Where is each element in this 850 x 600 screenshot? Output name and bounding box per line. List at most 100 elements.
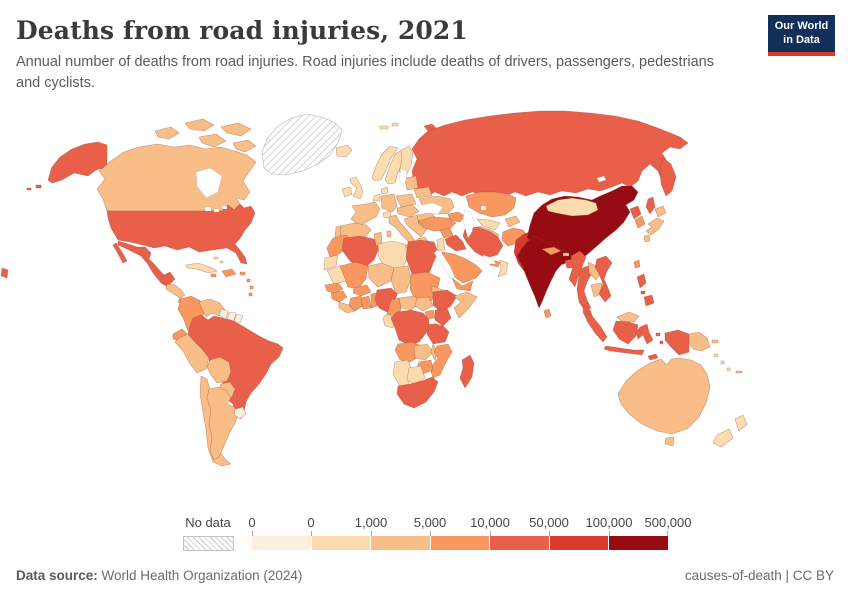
license-text[interactable]: causes-of-death | CC BY <box>684 568 834 583</box>
country-malaysia-borneo[interactable] <box>616 311 640 323</box>
country-russia[interactable] <box>645 196 656 215</box>
country-ethiopia[interactable] <box>432 289 458 313</box>
legend-swatch-bin2[interactable] <box>311 536 371 550</box>
country-central-europe[interactable] <box>396 204 420 218</box>
country-usa-aleutians[interactable] <box>26 184 42 191</box>
country-somalia[interactable] <box>453 291 478 319</box>
country-jamaica[interactable] <box>210 273 217 278</box>
country-puerto-rico[interactable] <box>239 271 246 276</box>
country-canada[interactable] <box>184 118 215 132</box>
country-russia[interactable] <box>411 110 689 197</box>
country-myanmar[interactable] <box>568 250 587 288</box>
country-bahamas[interactable] <box>213 256 224 264</box>
legend-swatch-bin1[interactable] <box>252 536 311 550</box>
country-kyrgyzstan-tajikistan[interactable] <box>504 215 521 228</box>
country-new-britain[interactable] <box>711 339 719 344</box>
country-uk[interactable] <box>349 176 364 200</box>
country-norway[interactable] <box>371 145 399 182</box>
country-mexico[interactable] <box>112 242 128 264</box>
country-new-zealand[interactable] <box>712 428 734 448</box>
country-oman[interactable] <box>497 259 509 278</box>
country-kazakhstan[interactable] <box>465 191 517 218</box>
country-hispaniola[interactable] <box>221 268 237 278</box>
country-philippines[interactable] <box>643 294 655 307</box>
country-iraq[interactable] <box>444 234 467 252</box>
country-usa[interactable] <box>106 203 256 265</box>
country-peru[interactable] <box>174 333 210 374</box>
country-new-caledonia[interactable] <box>735 370 743 374</box>
country-kenya[interactable] <box>434 307 452 327</box>
country-north-korea[interactable] <box>629 205 642 220</box>
country-pacific-speck[interactable] <box>0 267 9 279</box>
country-israel-jordan[interactable] <box>436 237 446 252</box>
country-argentina[interactable] <box>206 386 240 461</box>
country-indonesia-moluccas[interactable] <box>655 332 664 345</box>
country-japan[interactable] <box>645 217 665 236</box>
country-mozambique[interactable] <box>429 343 453 379</box>
country-taiwan[interactable] <box>633 259 641 269</box>
country-baltics[interactable] <box>404 175 419 191</box>
country-japan[interactable] <box>654 205 667 218</box>
country-western-sahara[interactable] <box>323 254 339 271</box>
country-uruguay[interactable] <box>233 406 247 420</box>
country-iceland[interactable] <box>335 144 353 158</box>
country-senegal[interactable] <box>324 282 344 294</box>
country-australia[interactable] <box>617 357 711 435</box>
country-philippines[interactable] <box>640 290 646 295</box>
country-indonesia-sulawesi[interactable] <box>635 323 654 345</box>
legend-swatch-bin5[interactable] <box>490 536 549 550</box>
country-sierra-leone-liberia[interactable] <box>338 301 356 314</box>
country-svalbard[interactable] <box>379 122 399 130</box>
country-drc[interactable] <box>390 309 430 346</box>
country-germany[interactable] <box>380 193 398 213</box>
legend-swatch-bin6[interactable] <box>549 536 609 550</box>
country-vietnam[interactable] <box>594 255 613 303</box>
country-ireland[interactable] <box>341 186 353 198</box>
country-mongolia[interactable] <box>545 197 599 217</box>
country-denmark[interactable] <box>380 186 389 195</box>
country-yemen[interactable] <box>451 277 474 292</box>
country-south-korea[interactable] <box>634 215 646 229</box>
country-uzbekistan[interactable] <box>476 218 501 231</box>
country-burkina-faso[interactable] <box>352 284 372 297</box>
country-indonesia-papua[interactable] <box>664 329 690 356</box>
country-russia[interactable] <box>659 157 677 197</box>
country-finland[interactable] <box>398 145 414 177</box>
country-tanzania[interactable] <box>426 321 450 345</box>
country-poland[interactable] <box>395 193 417 208</box>
country-canada[interactable] <box>96 143 257 212</box>
country-central-america[interactable] <box>165 283 186 299</box>
country-mexico[interactable] <box>161 271 176 286</box>
country-pacific-islands[interactable] <box>713 353 731 372</box>
legend-swatch-bin4[interactable] <box>430 536 490 550</box>
country-botswana[interactable] <box>406 365 426 385</box>
country-lesser-antilles[interactable] <box>246 278 254 297</box>
country-zambia[interactable] <box>413 343 434 361</box>
country-iran[interactable] <box>462 226 504 259</box>
country-egypt[interactable] <box>405 239 439 277</box>
country-canada[interactable] <box>220 122 252 137</box>
country-guinea[interactable] <box>330 290 348 303</box>
country-russia[interactable] <box>423 123 437 132</box>
country-france[interactable] <box>350 201 381 227</box>
country-indonesia-java[interactable] <box>603 345 645 356</box>
legend-swatch-bin3[interactable] <box>371 536 430 550</box>
country-tasmania[interactable] <box>664 436 675 447</box>
country-turkey[interactable] <box>417 216 457 232</box>
country-usa-alaska[interactable] <box>47 141 108 184</box>
country-mali[interactable] <box>339 261 369 290</box>
country-bolivia[interactable] <box>206 356 232 384</box>
country-french-guiana[interactable] <box>233 313 244 324</box>
legend-no-data-swatch[interactable] <box>183 536 234 551</box>
country-madagascar[interactable] <box>459 354 475 389</box>
country-japan[interactable] <box>643 234 651 243</box>
country-venezuela[interactable] <box>198 298 226 318</box>
country-south-africa[interactable] <box>396 376 439 409</box>
country-south-sudan[interactable] <box>414 296 434 312</box>
country-tunisia[interactable] <box>373 231 383 247</box>
country-sri-lanka[interactable] <box>543 308 552 319</box>
legend-swatch-bin7[interactable] <box>609 536 669 550</box>
country-algeria[interactable] <box>341 235 380 271</box>
country-papua-new-guinea[interactable] <box>688 331 711 352</box>
country-new-zealand[interactable] <box>734 414 748 432</box>
